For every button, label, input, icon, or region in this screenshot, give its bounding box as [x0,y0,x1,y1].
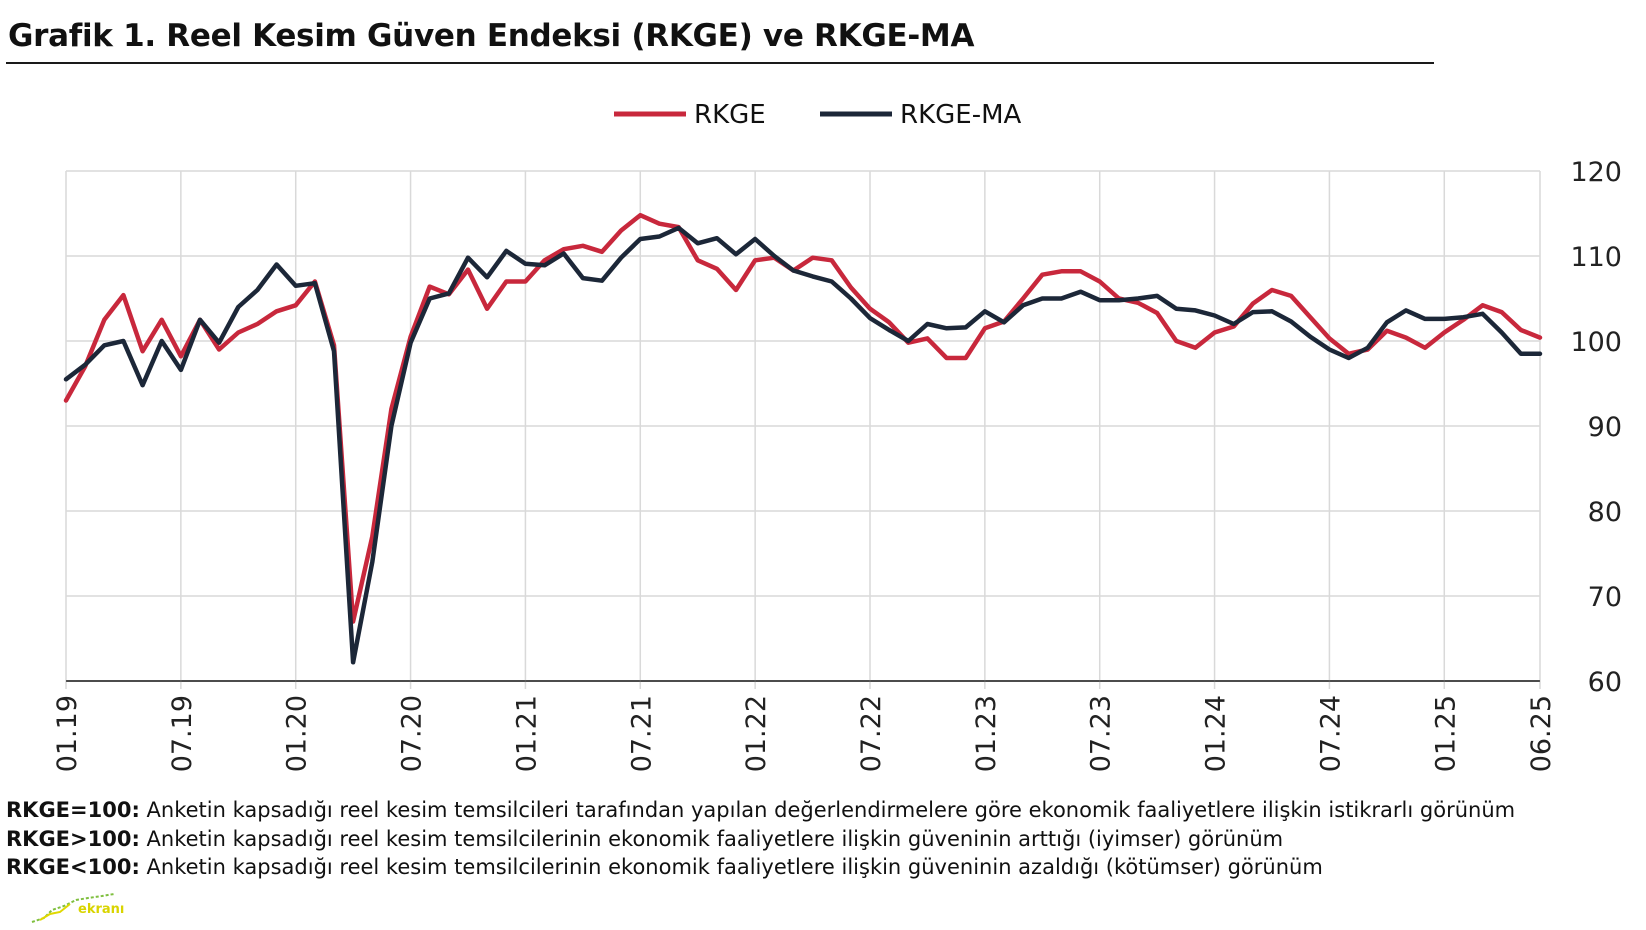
note-label: RKGE>100: [6,826,140,851]
x-tick-label: 07.23 [1086,695,1117,772]
x-tick-label: 07.22 [856,695,887,772]
note-label: RKGE=100: [6,798,140,822]
legend-label-rkge-ma: RKGE-MA [900,100,1022,130]
note-text: Anketin kapsadığı reel kesim temsilciler… [146,826,1284,851]
x-tick-label: 01.21 [511,695,542,772]
x-tick-label: 01.25 [1430,695,1461,772]
y-tick-label: 70 [1588,582,1622,613]
logo-sparkline-icon [31,893,115,923]
legend-label-rkge: RKGE [694,100,766,130]
chart-title: Grafik 1. Reel Kesim Güven Endeksi (RKGE… [8,18,975,54]
y-tick-label: 110 [1570,242,1622,273]
line-chart: RKGE RKGE-MA 60 70 80 90 100 110 120 01.19 07.1… [52,100,1622,772]
x-tick-label: 01.19 [52,695,83,772]
y-tick-label: 100 [1570,327,1622,358]
x-axis-ticks: 01.19 07.19 01.20 07.20 01.21 07.21 01.22 07.22… [52,695,1557,772]
x-tick-label: 01.22 [741,695,772,772]
series-line-rkge-ma [63,225,1543,665]
series-lines [63,212,1543,665]
x-tick-label: 01.23 [971,695,1002,772]
note-text: Anketin kapsadığı reel kesim temsilciler… [146,855,1323,879]
watermark-logo: ekranı [30,890,140,926]
note-text: Anketin kapsadığı reel kesim temsilciler… [146,798,1516,822]
note-row: RKGE=100: Anketin kapsadığı reel kesim t… [6,796,1515,825]
y-tick-label: 60 [1588,667,1622,698]
y-axis-ticks: 60 70 80 90 100 110 120 [1570,157,1622,698]
x-tick-label: 01.20 [282,695,313,772]
x-tick-label: 07.20 [397,695,428,772]
y-tick-label: 80 [1588,497,1622,528]
title-underline [6,62,1434,64]
y-tick-label: 120 [1570,157,1622,188]
note-row: RKGE>100: Anketin kapsadığı reel kesim t… [6,825,1515,854]
chart-notes: RKGE=100: Anketin kapsadığı reel kesim t… [6,796,1515,882]
x-tick-label: 07.21 [626,695,657,772]
chart-grid [65,170,1541,689]
chart-legend: RKGE RKGE-MA [614,100,1022,130]
x-tick-label: 07.24 [1315,695,1346,772]
x-tick-label: 07.19 [167,695,198,772]
logo-text: ekranı [78,902,125,917]
note-label: RKGE<100: [6,855,140,879]
note-row: RKGE<100: Anketin kapsadığı reel kesim t… [6,853,1515,882]
y-tick-label: 90 [1588,412,1622,443]
x-tick-label: 01.24 [1201,695,1232,772]
x-tick-label: 06.25 [1526,695,1557,772]
